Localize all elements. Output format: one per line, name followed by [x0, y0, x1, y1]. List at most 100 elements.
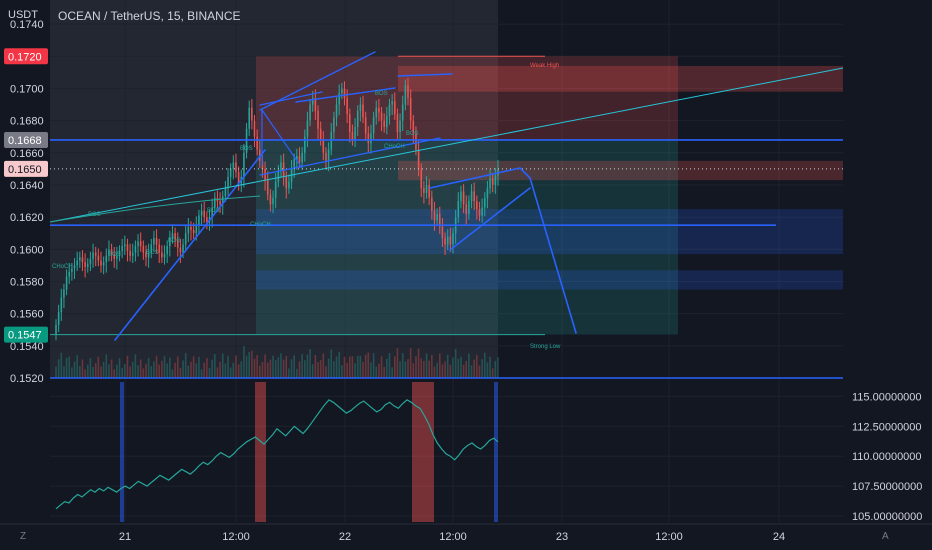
candle-body: [375, 107, 378, 118]
volume-bar: [420, 358, 423, 378]
candle-body: [155, 238, 158, 245]
volume-bar: [476, 354, 478, 378]
osc-tick-label: 107.50000000: [852, 481, 922, 493]
volume-bar: [285, 355, 288, 378]
price-badge[interactable]: [4, 131, 48, 148]
volume-bar: [322, 353, 325, 378]
candle-body: [285, 176, 288, 189]
candle-body: [100, 260, 102, 266]
volume-bar: [243, 345, 245, 378]
candle-body: [438, 213, 441, 227]
price-axis[interactable]: 0.1740 0.1720 0.1700 0.1680 0.1660 0.1640 0.16…: [4, 19, 922, 523]
volume-bar: [169, 357, 171, 378]
volume-bar: [57, 359, 60, 378]
candle-body: [288, 181, 290, 189]
candle-body: [311, 98, 314, 105]
volume-bar: [298, 361, 301, 378]
volume-bar: [412, 363, 415, 378]
candle-body: [449, 236, 452, 245]
volume-bar: [108, 364, 110, 378]
volume-bar: [142, 368, 145, 378]
volume-bar: [161, 360, 163, 378]
bos-marker: BOS: [88, 212, 101, 218]
volume-bar: [454, 349, 457, 378]
symbol-title[interactable]: OCEAN / TetherUS, 15, BINANCE: [58, 9, 241, 23]
candle-body: [457, 201, 460, 218]
candle-body: [142, 246, 145, 253]
volume-bar: [76, 355, 78, 378]
candle-body: [126, 244, 129, 251]
candle-body: [274, 181, 277, 198]
price-badge[interactable]: [4, 160, 48, 177]
candle-body: [470, 191, 473, 202]
bos-marker: BOS: [168, 238, 181, 244]
price-tick-label: 0.1580: [10, 276, 44, 288]
candle-body: [73, 265, 76, 269]
volume-bar: [261, 361, 264, 378]
candle-body: [317, 110, 319, 129]
price-tick-label: 0.1700: [10, 83, 44, 95]
volume-bar: [306, 354, 309, 378]
price-tick-label: 0.1560: [10, 309, 44, 321]
candle-body: [428, 184, 430, 198]
volume-bar: [481, 359, 483, 378]
osc-tick-label: 115.00000000: [852, 391, 922, 403]
candle-body: [227, 176, 229, 189]
volume-bar: [158, 364, 161, 378]
time-tick-label: 12:00: [439, 531, 467, 543]
timezone-icon[interactable]: Z: [20, 531, 27, 542]
time-tick-label: 22: [339, 531, 351, 543]
entry-zone: [398, 160, 843, 181]
volume-bar: [55, 366, 57, 378]
volume-bar: [280, 353, 282, 378]
bos-marker: BOS: [207, 208, 220, 214]
flag-lower-line: [449, 187, 531, 251]
candle-body: [388, 104, 391, 116]
candle-body: [256, 136, 258, 150]
volume-bar: [478, 365, 481, 378]
volume-bar: [335, 356, 338, 378]
volume-bar: [446, 354, 449, 378]
candle-body: [431, 197, 433, 211]
candle-body: [359, 104, 362, 111]
candle-body: [237, 172, 240, 184]
candle-body: [346, 98, 348, 115]
auto-scale-icon[interactable]: A: [882, 531, 889, 542]
candle-body: [420, 168, 423, 189]
volume-bar: [155, 355, 158, 378]
candlestick-series: [55, 78, 499, 341]
choch-marker: CHoCH: [384, 144, 405, 150]
candle-body: [129, 250, 131, 256]
volume-bar: [364, 354, 367, 378]
candle-body: [489, 178, 491, 189]
price-badge-label: 0.1668: [8, 135, 42, 147]
price-badge[interactable]: [4, 326, 48, 343]
volume-bar: [483, 352, 486, 378]
price-badge[interactable]: [4, 48, 48, 65]
candle-body: [436, 213, 438, 221]
candle-body: [116, 255, 118, 259]
volume-bar: [494, 361, 497, 378]
chart-annotations: Weak High Strong Low BOS BOS BOS BOS BOS BOS BOS…: [52, 63, 561, 350]
time-tick-label: 12:00: [655, 531, 683, 543]
candle-body: [441, 226, 444, 239]
volume-bar: [224, 363, 227, 378]
volume-bar: [415, 356, 417, 378]
candle-body: [195, 225, 198, 234]
candle-body: [145, 252, 147, 258]
time-axis[interactable]: 21 12:00 22 12:00 23 12:00 24: [0, 523, 932, 543]
candle-body: [214, 197, 216, 208]
candle-body: [386, 115, 388, 128]
candle-body: [124, 244, 126, 247]
volume-bar: [473, 359, 475, 378]
projection-peak: [519, 167, 531, 179]
candle-body: [468, 201, 470, 214]
volume-bar: [428, 360, 430, 378]
candle-body: [110, 249, 113, 255]
volume-bar: [60, 352, 63, 378]
candle-body: [81, 257, 84, 263]
volume-bar: [309, 349, 311, 378]
candle-body: [362, 104, 364, 118]
